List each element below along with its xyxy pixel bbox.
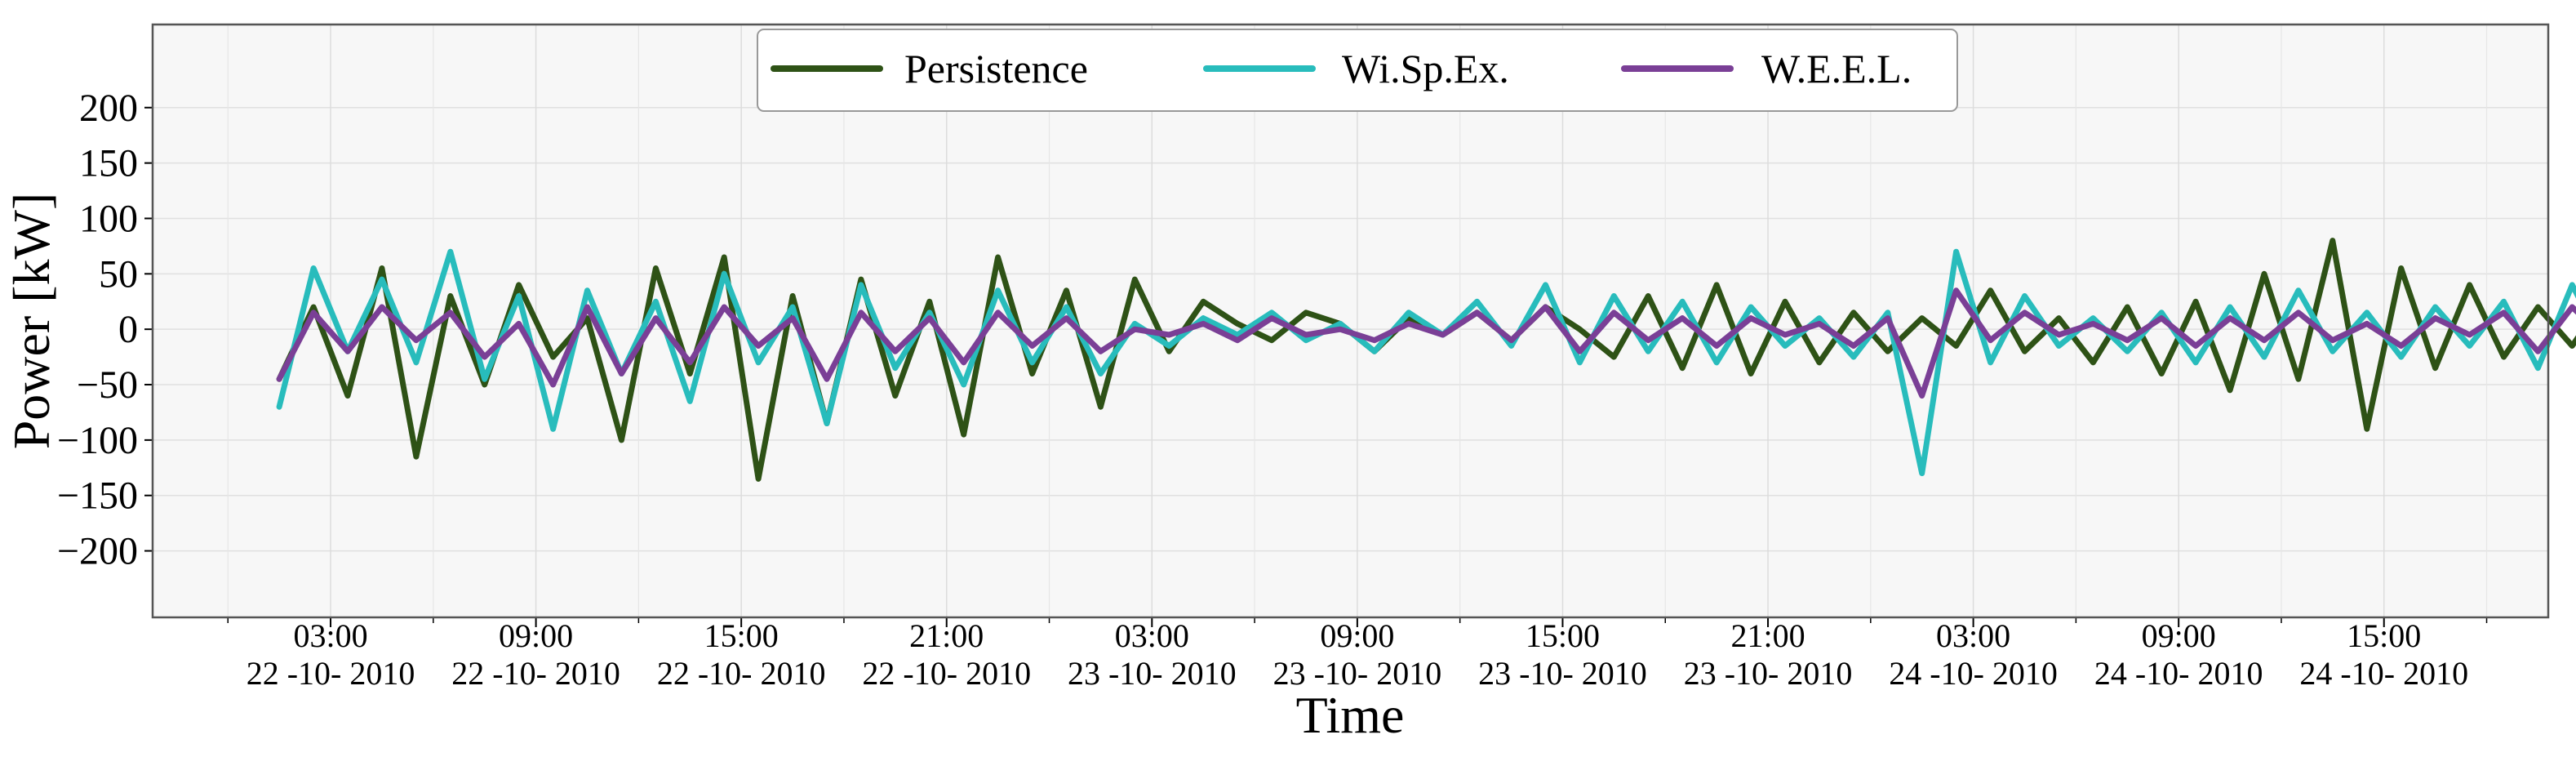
x-tick-time-label: 09:00 [499, 617, 573, 654]
x-tick-time-label: 15:00 [1526, 617, 1600, 654]
legend-label-persistence: Persistence [904, 46, 1088, 91]
x-tick-date-label: 22 -10- 2010 [862, 655, 1031, 692]
legend-label-w-e-e-l: W.E.E.L. [1761, 46, 1912, 91]
y-tick-label: −200 [57, 530, 138, 573]
x-axis-title: Time [1296, 686, 1405, 744]
y-tick-label: 0 [118, 308, 138, 351]
x-tick-time-label: 03:00 [1115, 617, 1189, 654]
y-tick-label: −100 [57, 419, 138, 462]
y-tick-label: 50 [99, 252, 138, 296]
x-tick-date-label: 23 -10- 2010 [1068, 655, 1237, 692]
series-line-wi-sp-ex [276, 248, 2576, 477]
x-tick-date-label: 22 -10- 2010 [451, 655, 620, 692]
x-tick-date-label: 23 -10- 2010 [1478, 655, 1647, 692]
series-line-w-e-e-l [276, 287, 2576, 399]
y-tick-label: −150 [57, 474, 138, 518]
series-layer [276, 238, 2576, 482]
grid [153, 24, 2548, 617]
y-axis-title: Power [kW] [2, 193, 60, 450]
x-tick-date-label: 23 -10- 2010 [1273, 655, 1442, 692]
y-tick-label: 100 [79, 197, 138, 240]
x-tick-time-label: 09:00 [2142, 617, 2216, 654]
x-tick-date-label: 22 -10- 2010 [657, 655, 826, 692]
legend-box [757, 29, 1958, 112]
x-tick-time-label: 15:00 [704, 617, 779, 654]
x-tick-time-label: 03:00 [293, 617, 367, 654]
x-tick-date-label: 24 -10- 2010 [2094, 655, 2263, 692]
series-line-persistence [276, 238, 2576, 482]
y-tick-label: −50 [77, 363, 138, 407]
legend: Persistence Wi.Sp.Ex. W.E.E.L. [757, 29, 1958, 112]
y-axis: 200 150 100 50 0 −50 −100 −150 −200 [57, 87, 153, 573]
x-tick-time-label: 21:00 [1730, 617, 1805, 654]
legend-label-wi-sp-ex: Wi.Sp.Ex. [1342, 46, 1509, 91]
y-tick-label: 150 [79, 142, 138, 185]
x-tick-time-label: 15:00 [2347, 617, 2421, 654]
plot-area [152, 24, 2549, 618]
x-tick-date-label: 24 -10- 2010 [1889, 655, 2058, 692]
x-tick-date-label: 22 -10- 2010 [246, 655, 415, 692]
x-tick-date-label: 24 -10- 2010 [2299, 655, 2468, 692]
y-tick-label: 200 [79, 87, 138, 130]
x-tick-date-label: 23 -10- 2010 [1684, 655, 1853, 692]
x-tick-time-label: 03:00 [1936, 617, 2010, 654]
x-tick-time-label: 09:00 [1320, 617, 1394, 654]
x-tick-time-label: 21:00 [909, 617, 984, 654]
plot-frame [151, 23, 2550, 619]
